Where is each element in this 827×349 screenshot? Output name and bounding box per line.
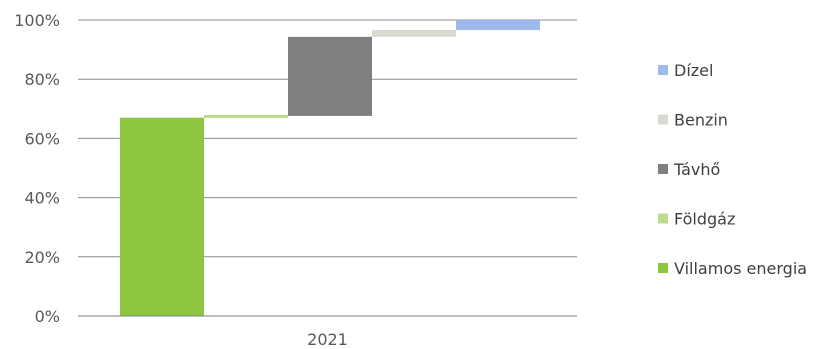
legend-swatch (658, 263, 668, 273)
bar-t-vh- (288, 36, 372, 116)
bar-benzin (372, 30, 456, 37)
bar-segments (120, 20, 540, 317)
y-tick-label: 60% (24, 129, 60, 148)
legend-label: Földgáz (674, 210, 735, 229)
legend-label: Benzin (674, 111, 728, 130)
legend-swatch (658, 213, 668, 224)
y-tick-label: 80% (24, 70, 60, 89)
x-tick-label: 2021 (307, 330, 348, 349)
bar-d-zel (456, 20, 540, 31)
y-tick-label: 20% (24, 248, 60, 267)
legend-swatch (658, 65, 668, 75)
bar-f-ldg-z (204, 114, 288, 118)
legend-label: Távhő (673, 160, 720, 179)
bar-villamos-energia (120, 117, 204, 317)
y-tick-label: 0% (35, 307, 60, 326)
legend-label: Dízel (674, 61, 713, 80)
legend: Dízel Benzin Távhő Földgáz Villamos energia (658, 61, 807, 278)
y-tick-label: 40% (24, 189, 60, 208)
y-tick-label: 100% (14, 11, 60, 30)
legend-label: Villamos energia (674, 259, 807, 278)
y-axis-ticks: 0% 20% 40% 60% 80% 100% (14, 11, 60, 326)
legend-swatch (658, 164, 668, 174)
legend-swatch (658, 114, 668, 125)
